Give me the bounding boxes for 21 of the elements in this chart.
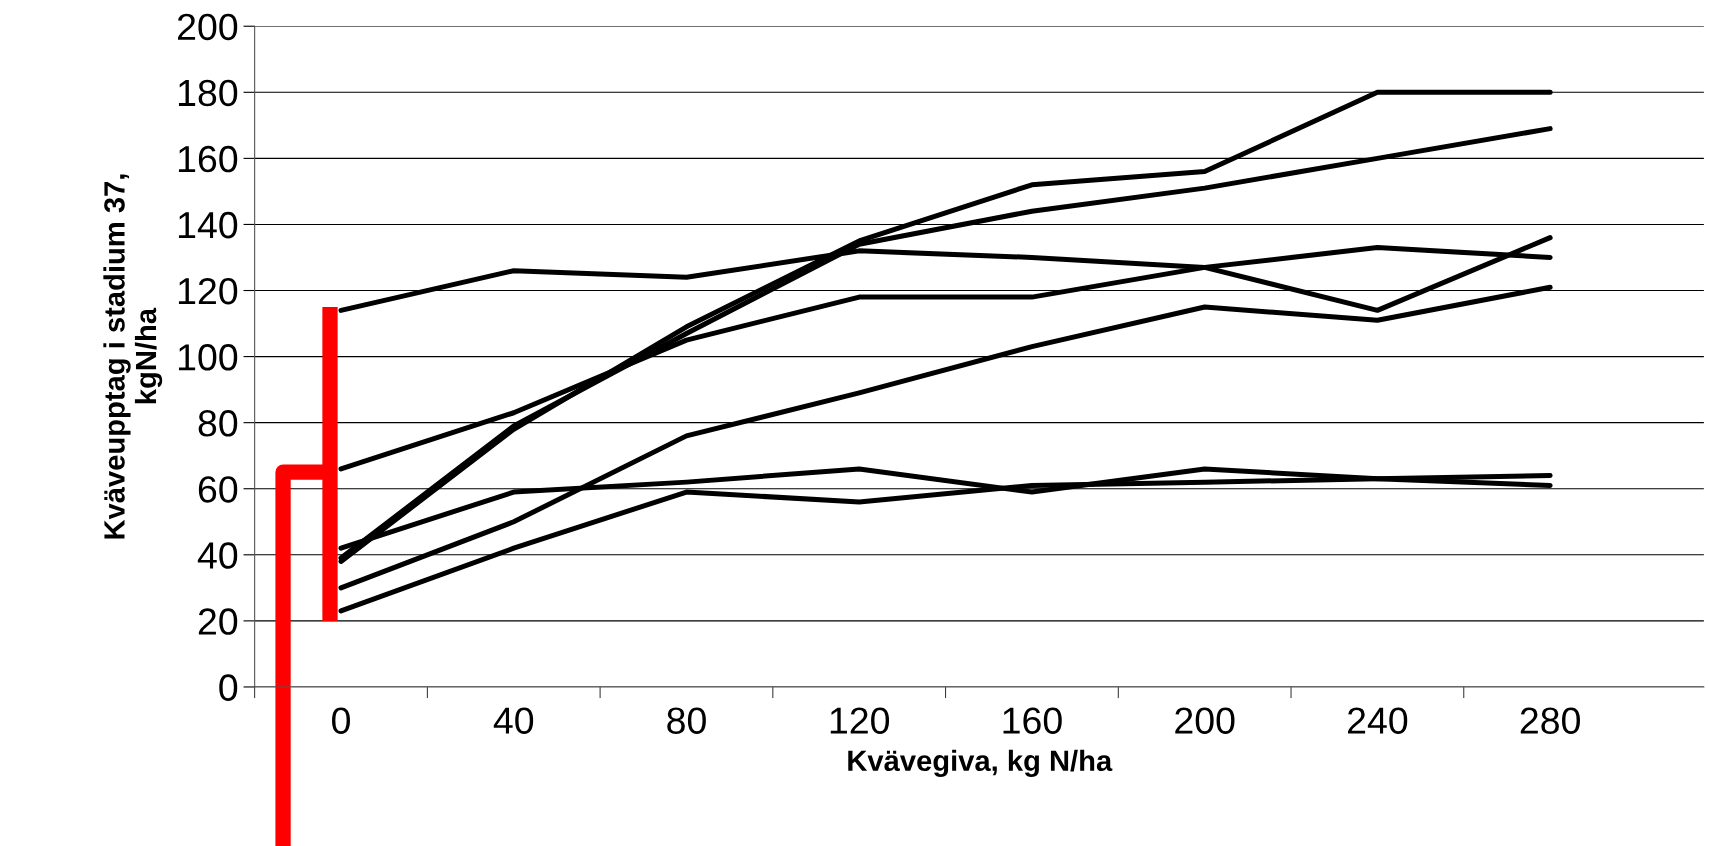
- x-tick-label: 280: [1520, 707, 1580, 734]
- y-tick-label: 120: [178, 277, 238, 305]
- x-tick-label: 0: [332, 707, 350, 734]
- y-tick-label: 80: [198, 410, 238, 437]
- x-tick-label: 40: [493, 707, 534, 734]
- y-axis-title: Kväveupptag i stadium 37, kgN/ha: [103, 174, 163, 539]
- x-tick-label: 200: [1175, 707, 1235, 734]
- y-tick-label: 60: [198, 476, 238, 503]
- y-tick-label: 40: [197, 542, 238, 569]
- x-tick-label: 240: [1348, 707, 1408, 734]
- y-tick-label: 200: [177, 13, 238, 41]
- y-tick-label: 20: [198, 608, 238, 635]
- y-tick-label: 160: [178, 145, 238, 173]
- x-tick-label: 120: [830, 707, 890, 734]
- y-tick-label: 140: [178, 211, 238, 239]
- x-axis-title: Kvävegiva, kg N/ha: [848, 749, 1113, 777]
- y-tick-label: 180: [178, 79, 238, 107]
- y-tick-label: 0: [219, 674, 238, 701]
- x-tick-label: 80: [667, 707, 706, 734]
- y-tick-label: 100: [178, 343, 238, 371]
- x-tick-label: 160: [1003, 707, 1062, 734]
